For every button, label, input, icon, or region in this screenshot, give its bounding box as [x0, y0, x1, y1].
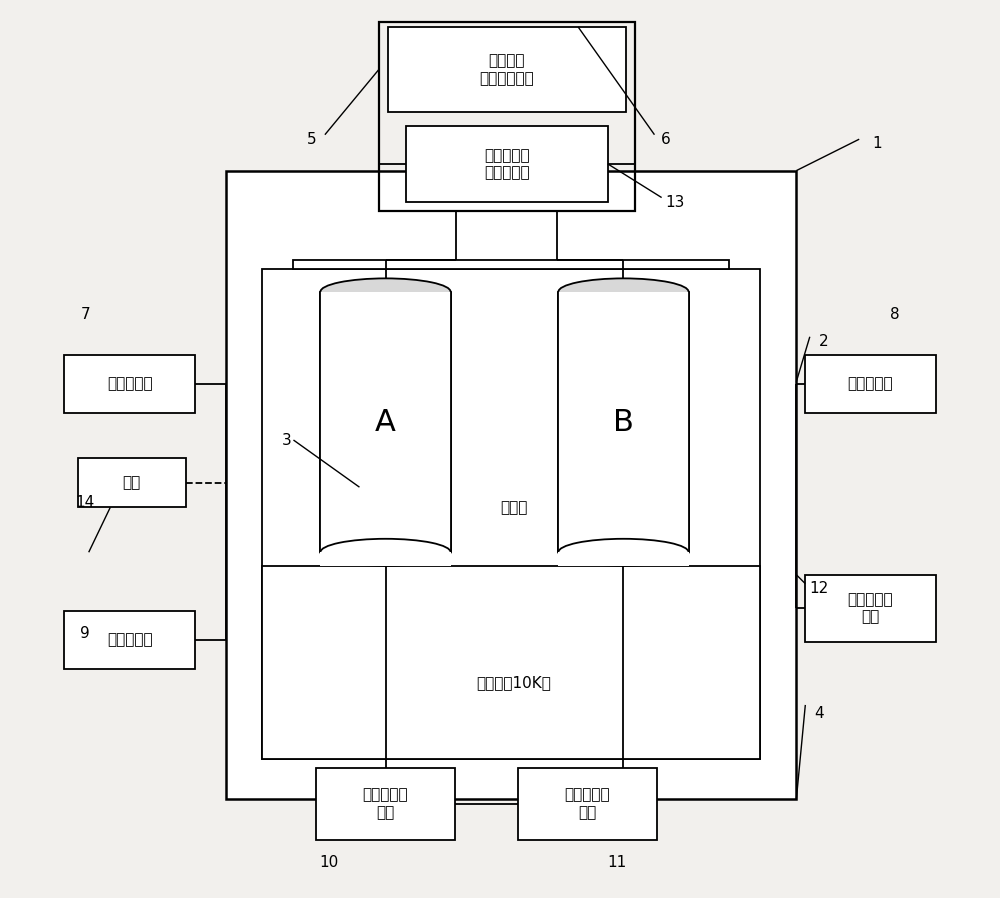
Bar [320, 552, 451, 566]
Bar [320, 292, 451, 552]
Bar [226, 171, 796, 799]
Bar [262, 269, 760, 759]
Text: 11: 11 [607, 855, 626, 869]
Text: 5: 5 [307, 132, 316, 146]
Text: 第三温度控
制仪: 第三温度控 制仪 [848, 592, 893, 625]
Text: 高压源表
（提供电流）: 高压源表 （提供电流） [479, 53, 534, 86]
Ellipse shape [558, 539, 689, 566]
Ellipse shape [558, 278, 689, 305]
Text: B: B [613, 408, 634, 436]
Text: 第一温度控
制仪: 第一温度控 制仪 [363, 788, 408, 820]
Text: 3: 3 [281, 433, 291, 447]
Bar [558, 292, 689, 552]
Text: 第二测温仪: 第二测温仪 [848, 376, 893, 392]
Text: 12: 12 [809, 581, 828, 595]
Text: 外屏: 外屏 [123, 475, 141, 490]
Text: 1: 1 [872, 136, 882, 151]
Text: 真空室: 真空室 [500, 500, 527, 515]
Bar [805, 575, 936, 642]
Bar [78, 458, 186, 507]
Ellipse shape [320, 278, 451, 305]
Text: 14: 14 [75, 496, 95, 510]
Bar [379, 22, 635, 211]
Text: 数字多用表
（测电压）: 数字多用表 （测电压） [484, 147, 530, 180]
Bar [558, 552, 689, 566]
Text: 2: 2 [818, 334, 828, 348]
Text: 10: 10 [320, 855, 339, 869]
Text: A: A [375, 408, 396, 436]
Text: 13: 13 [665, 195, 685, 209]
Ellipse shape [320, 539, 451, 566]
Bar [805, 355, 936, 413]
Bar [388, 27, 626, 112]
Bar [64, 355, 195, 413]
Bar [64, 611, 195, 669]
Text: 7: 7 [80, 307, 90, 321]
Bar [262, 566, 760, 759]
Text: 低温腿（10K）: 低温腿（10K） [476, 675, 551, 690]
Text: 第三测温仪: 第三测温仪 [107, 632, 152, 647]
Bar [406, 126, 608, 202]
Text: 第一测温仪: 第一测温仪 [107, 376, 152, 392]
Bar [293, 260, 729, 269]
Bar [320, 292, 451, 552]
Bar [316, 768, 455, 840]
Bar [518, 768, 657, 840]
Text: 9: 9 [80, 626, 90, 640]
Text: 6: 6 [661, 132, 671, 146]
Text: 第二温度控
制仪: 第二温度控 制仪 [565, 788, 610, 820]
Text: 8: 8 [890, 307, 900, 321]
Bar [558, 292, 689, 552]
Text: 4: 4 [814, 707, 824, 721]
